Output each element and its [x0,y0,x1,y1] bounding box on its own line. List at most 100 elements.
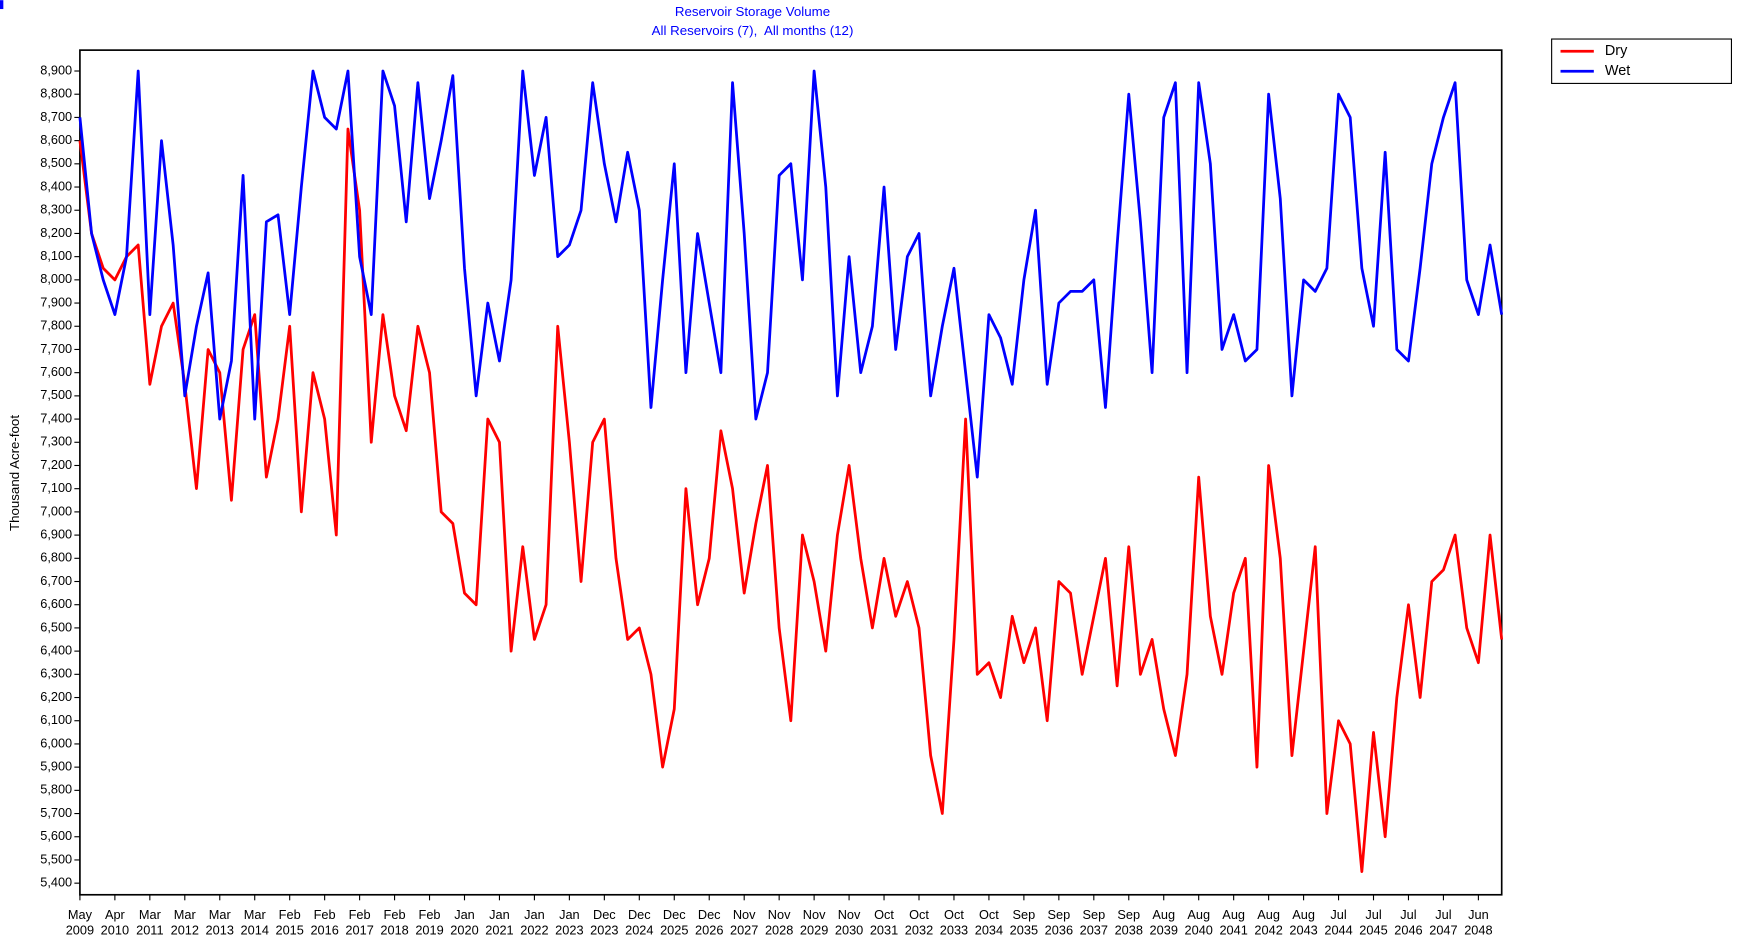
y-tick-label: 7,100 [40,480,72,495]
x-tick-label-box: Jan 2021 [485,909,514,939]
x-tick-label: Sep 2037 [1079,909,1109,939]
y-tick-label: 6,400 [40,642,72,657]
y-tick-label: 8,000 [40,271,72,286]
x-tick-label-box: Aug 2041 [1219,909,1248,939]
y-tick-label: 7,000 [40,503,72,518]
x-tick-label: Mar 2012 [170,909,200,939]
x-tick-label: Oct 2033 [939,909,969,939]
legend-box [1551,38,1733,84]
x-tick-label: Feb 2018 [380,909,409,939]
x-tick-label-box: Dec 2025 [660,909,689,939]
y-tick-label: 5,500 [40,851,72,866]
x-tick-label-box: May 2009 [66,909,94,938]
series-line [78,69,1504,479]
chart-subtitle: All Reservoirs (7), All months (12) [652,23,854,38]
y-tick-label: 7,200 [40,457,72,472]
x-tick-label: Nov 2029 [799,909,829,939]
x-tick-label-box: Apr 2010 [100,909,130,939]
x-tick-label: Oct 2034 [974,909,1004,939]
x-tick-label: Jan 2022 [520,909,549,939]
y-tick-label: 7,900 [40,294,72,309]
corner-mark [0,0,4,10]
y-tick-label: 7,600 [40,364,72,379]
x-tick-label-box: Sep 2038 [1114,909,1143,939]
x-tick-label: Oct 2032 [904,909,934,939]
x-tick-label: Aug 2042 [1254,909,1283,939]
x-tick-label-box: Jan 2022 [520,909,549,939]
x-tick-label-box: Oct 2034 [974,909,1004,939]
x-tick-label-box: Feb 2018 [380,909,409,939]
x-tick-label-box: Mar 2014 [241,909,269,938]
y-tick-label: 6,900 [40,526,72,541]
x-tick-label: Nov 2030 [834,909,864,939]
x-tick-label: Sep 2038 [1114,909,1143,939]
x-tick-label-box: Sep 2036 [1044,909,1074,939]
x-tick-label: Jan 2023 [555,909,584,939]
y-tick-label: 6,100 [40,712,72,727]
x-tick-label: Aug 2041 [1219,909,1248,939]
x-tick-label-box: Aug 2040 [1184,909,1213,939]
x-tick-label-box: Aug 2043 [1289,909,1317,938]
x-tick-label-box: Mar 2012 [170,909,200,939]
x-tick-label: Jul 2047 [1429,909,1458,939]
x-tick-label: Jul 2046 [1394,909,1423,939]
x-tick-label: Apr 2010 [100,909,130,939]
x-tick-label: Feb 2016 [310,909,339,939]
legend-label: Wet [1605,63,1630,79]
y-tick-label: 8,800 [40,86,72,101]
x-tick-label-box: Oct 2032 [904,909,934,939]
y-tick-label: 5,600 [40,828,72,843]
y-tick-label: 8,700 [40,109,72,124]
x-tick-label-box: Feb 2019 [415,909,444,939]
x-tick-label: Nov 2027 [729,909,759,939]
x-tick-label: Aug 2040 [1184,909,1213,939]
y-tick-label: 5,700 [40,805,72,820]
x-tick-label: Dec 2025 [660,909,689,939]
y-tick-label: 6,500 [40,619,72,634]
legend-label: Dry [1605,43,1628,59]
x-tick-label-box: Dec 2024 [625,909,654,939]
y-tick-label: 8,900 [40,62,72,77]
x-tick-label: Nov 2028 [764,909,794,939]
x-tick-label: Jan 2021 [485,909,514,939]
y-tick-label: 5,800 [40,782,72,797]
x-tick-label: Mar 2011 [136,909,164,939]
x-tick-label: Jan 2020 [450,909,479,939]
x-tick-label: Mar 2013 [205,909,234,939]
y-tick-label: 6,700 [40,573,72,588]
x-tick-label: Feb 2015 [275,909,304,939]
x-tick-label-box: Jan 2020 [450,909,479,939]
x-tick-label-box: Dec 2026 [695,909,724,939]
chart-title: Reservoir Storage Volume [675,4,830,19]
x-tick-label-box: Jul 2045 [1359,909,1387,938]
x-tick-label: Feb 2019 [415,909,444,939]
y-tick-label: 7,400 [40,410,72,425]
y-axis-label: Thousand Acre-foot [7,415,22,531]
x-tick-label: Sep 2036 [1044,909,1074,939]
x-tick-label: Dec 2026 [695,909,724,939]
x-tick-label: Jul 2044 [1324,909,1353,939]
y-tick-label: 6,600 [40,596,72,611]
x-tick-label-box: Nov 2027 [729,909,759,939]
y-tick-label: 7,500 [40,387,72,402]
x-tick-label-box: Feb 2016 [310,909,339,939]
y-tick-label: 7,300 [40,434,72,449]
series-line [78,127,1504,873]
x-tick-label-box: Nov 2028 [764,909,794,939]
x-tick-label-box: Jun 2048 [1464,909,1492,938]
x-tick-label-box: Aug 2042 [1254,909,1283,939]
x-tick-label-box: Mar 2013 [205,909,234,939]
plot-frame [79,49,1503,896]
y-tick-label: 8,200 [40,225,72,240]
x-tick-label: Dec 2024 [625,909,654,939]
y-tick-label: 8,600 [40,132,72,147]
x-tick-label-box: Jul 2046 [1394,909,1423,939]
x-tick-label-box: Nov 2030 [834,909,864,939]
y-tick-label: 8,500 [40,155,72,170]
y-tick-label: 8,400 [40,178,72,193]
x-tick-label-box: Jan 2023 [555,909,584,939]
x-tick-label: Dec 2023 [590,909,619,939]
x-tick-label-box: Sep 2035 [1010,909,1038,938]
x-tick-label-box: Nov 2029 [799,909,829,939]
